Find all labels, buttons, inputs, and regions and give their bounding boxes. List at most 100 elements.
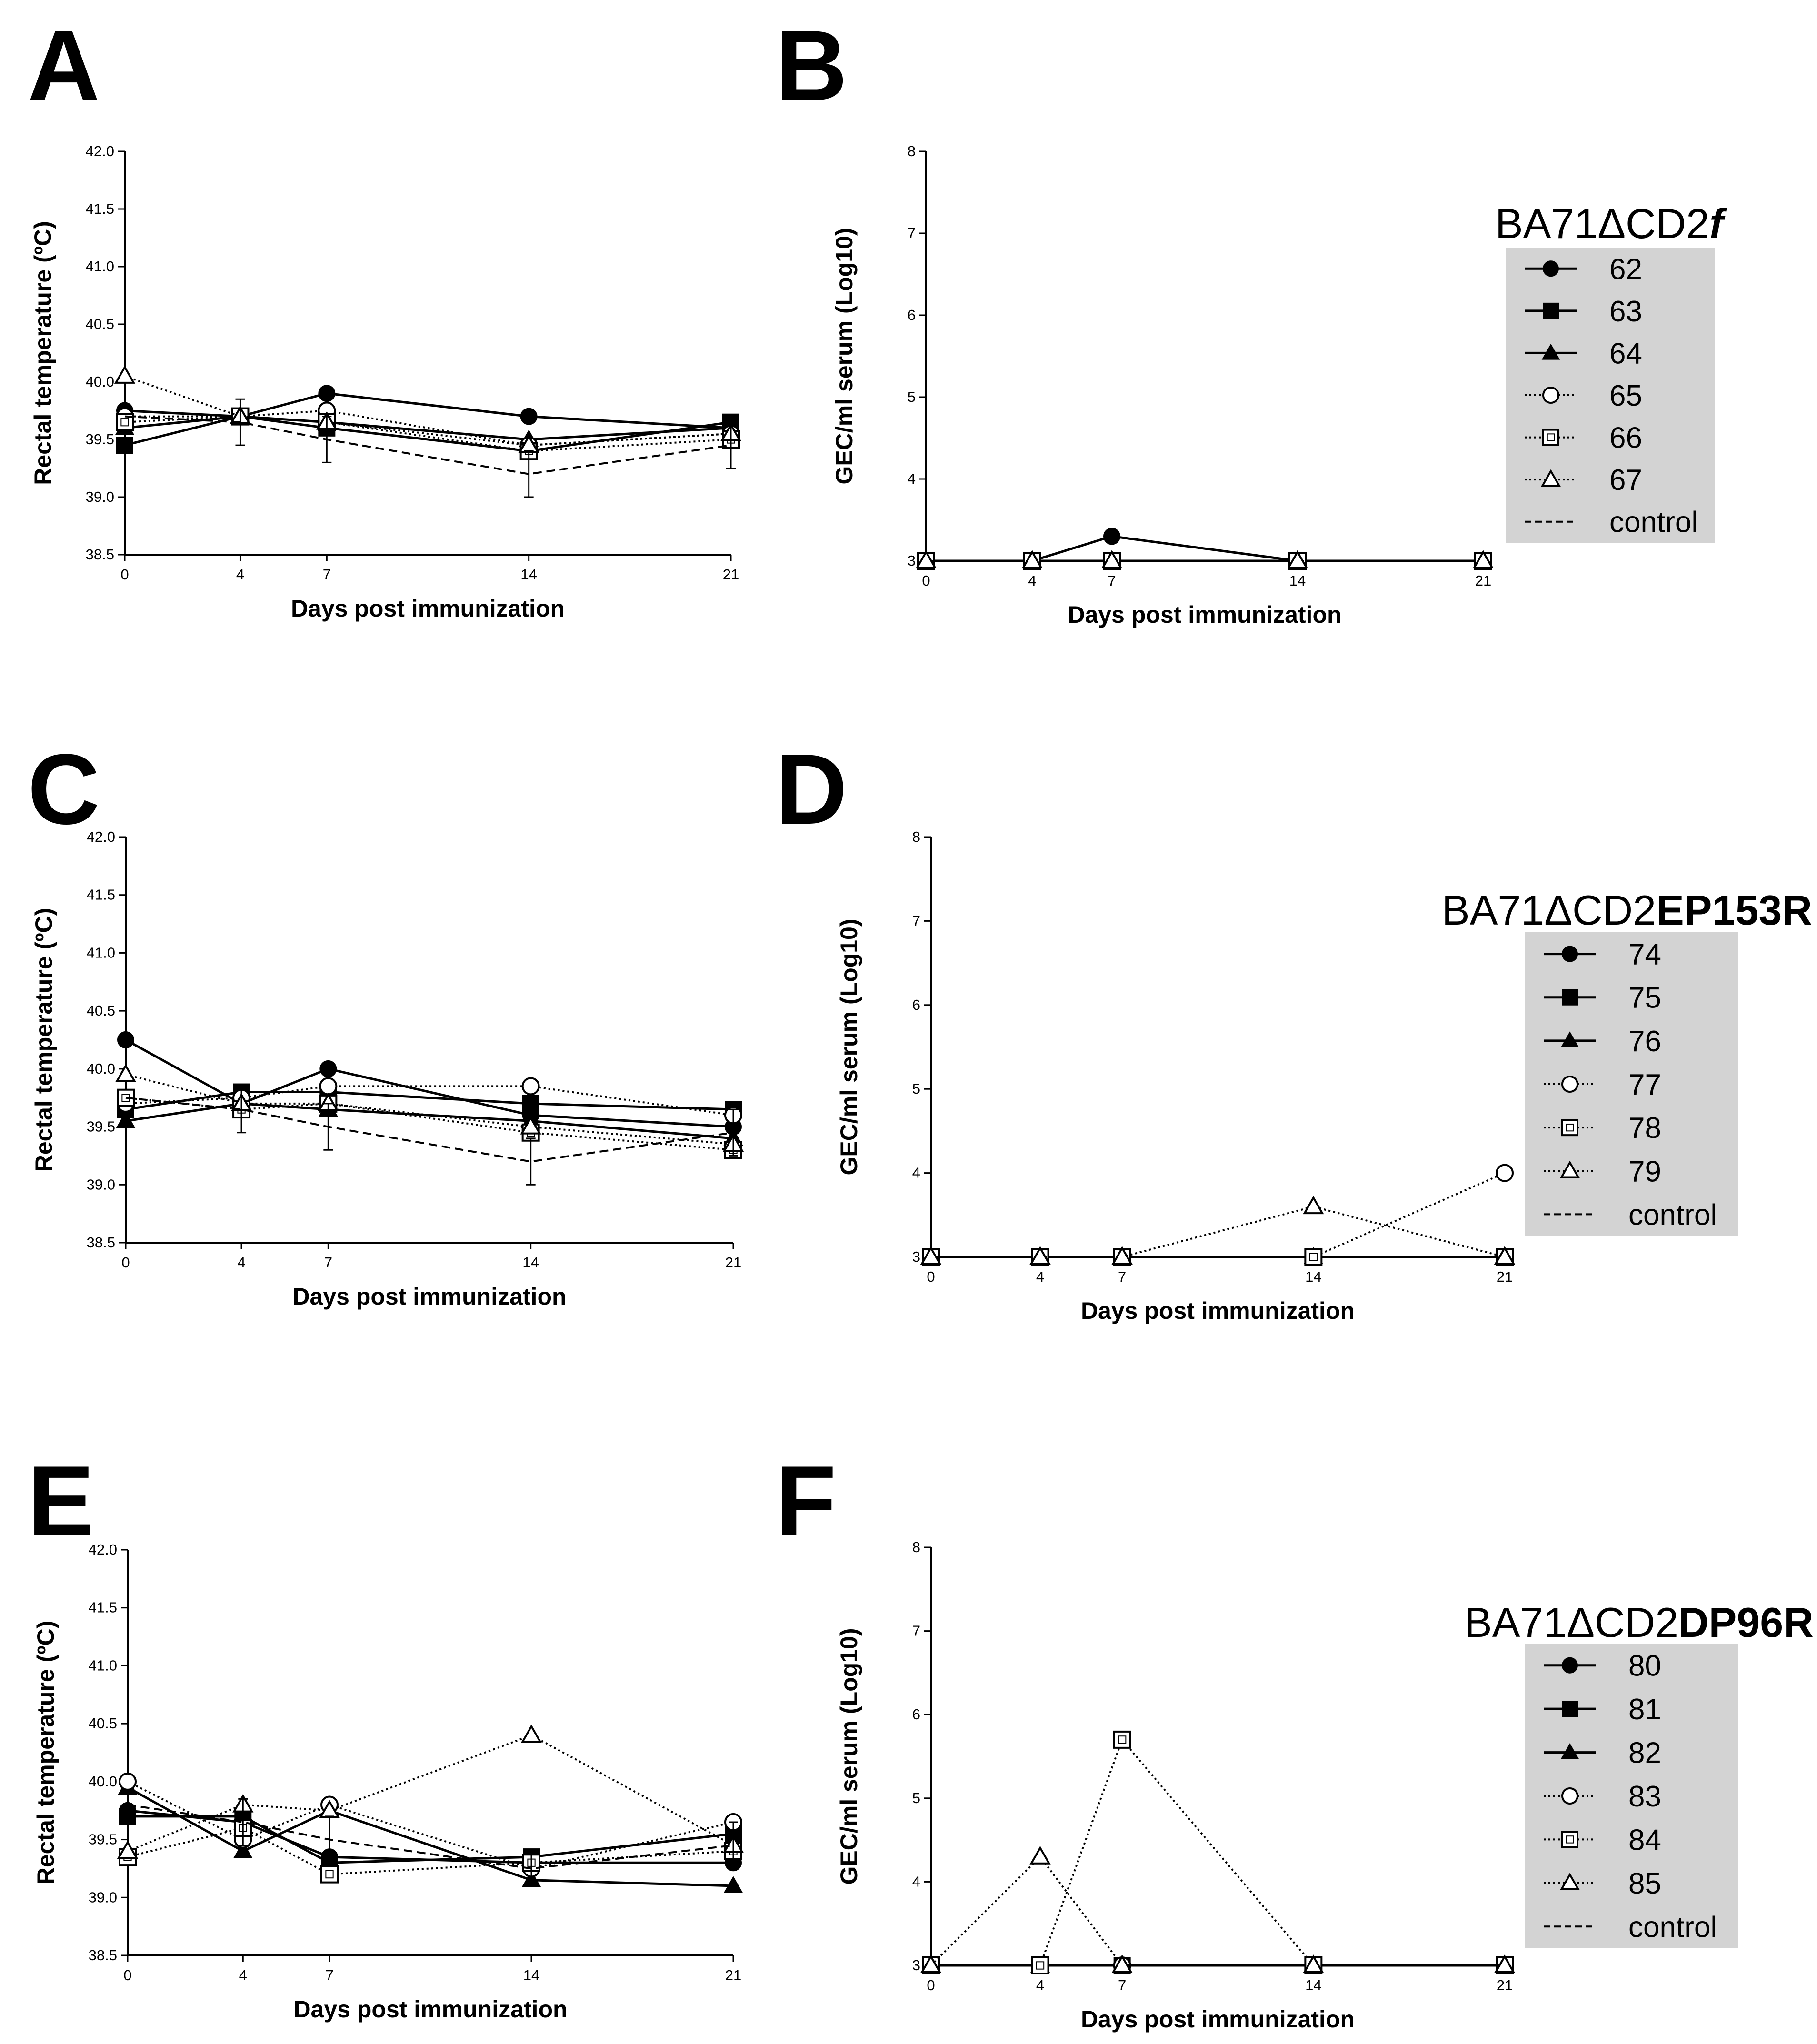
data-point-84	[1031, 1956, 1049, 1974]
x-tick-label: 4	[236, 566, 244, 583]
panel-a: A 38.5 39.0 39.5 40.0 40.5 41.0 41.5 42.0 0 4 7 14 21…	[28, 10, 742, 622]
series-75	[117, 1083, 742, 1118]
y-tick-label: 39.5	[89, 1831, 117, 1848]
legend-marker	[1562, 946, 1578, 962]
legend-title-emph: DP96R	[1678, 1599, 1814, 1646]
legend-marker	[1542, 387, 1559, 404]
series-65	[116, 401, 740, 455]
series-line-79	[931, 1206, 1505, 1258]
data-point-67	[1287, 550, 1308, 569]
panel-c: C 38.5 39.0 39.5 40.0 40.5 41.0 41.5 42.0 0 4 7 14 21…	[28, 733, 744, 1310]
series-77	[117, 1077, 742, 1125]
series-line-84	[931, 1737, 1505, 1966]
data-point-84-inner	[1118, 1735, 1127, 1744]
legend-marker	[1543, 302, 1559, 319]
x-tick-label: 4	[1036, 1268, 1044, 1285]
series-62	[918, 528, 1492, 569]
series-84	[119, 1819, 742, 1884]
series-line-77	[125, 1085, 734, 1117]
series-85	[117, 1724, 744, 1859]
legend-entry-control: control	[1628, 1911, 1717, 1944]
legend-marker	[1541, 343, 1560, 360]
x-tick-label: 14	[520, 566, 537, 583]
series-78	[117, 1088, 742, 1159]
x-tick-label: 0	[922, 572, 930, 589]
legend-entry-62: 62	[1609, 253, 1642, 286]
x-tick-label: 0	[120, 566, 129, 583]
data-point-62	[318, 385, 336, 402]
y-axis-label: GEC/ml serum (Log10)	[831, 228, 858, 485]
data-point-84	[1113, 1730, 1131, 1749]
legend-title-emph: f	[1709, 200, 1727, 247]
x-tick-label: 4	[237, 1254, 245, 1271]
legend-entry-control: control	[1609, 506, 1698, 539]
panel-letter-f: F	[775, 1445, 836, 1557]
series-77	[922, 1164, 1514, 1266]
legend-entry-67: 67	[1609, 464, 1642, 497]
legend-marker	[1559, 1160, 1580, 1178]
x-tick-label: 4	[239, 1967, 247, 1984]
y-tick-label: 41.0	[86, 258, 114, 275]
y-tick-label: 39.0	[86, 489, 114, 505]
y-tick-label: 42.0	[87, 828, 115, 845]
x-tick-label: 14	[1289, 572, 1306, 589]
data-point-79	[115, 1064, 137, 1083]
legend-title-text: BA71ΔCD2	[1464, 1599, 1678, 1646]
series-control	[125, 1085, 738, 1186]
y-tick-label: 39.0	[89, 1889, 117, 1905]
legend-entry-66: 66	[1609, 422, 1642, 455]
y-tick-label: 40.5	[87, 1002, 115, 1019]
x-tick-label: 14	[523, 1967, 539, 1984]
legend-entry-63: 63	[1609, 295, 1642, 328]
legend-marker	[1559, 1873, 1580, 1891]
legend-entry-81: 81	[1628, 1693, 1661, 1726]
data-point-67	[1101, 550, 1123, 569]
y-tick-label: 40.0	[86, 373, 114, 390]
legend-marker-inner	[1566, 1835, 1574, 1844]
y-tick-label: 7	[908, 225, 916, 241]
legend-entry-77: 77	[1628, 1068, 1661, 1101]
y-tick-label: 8	[908, 143, 916, 160]
series-line-62	[926, 535, 1483, 562]
series-line-65	[125, 409, 731, 447]
x-tick-label: 0	[927, 1268, 935, 1285]
x-axis-label: Days post immunization	[293, 1996, 567, 2023]
y-tick-label: 5	[908, 389, 916, 405]
series-line-67	[124, 375, 731, 447]
data-point-74	[319, 1060, 337, 1077]
data-point-75	[522, 1095, 539, 1112]
data-point-84-inner	[325, 1870, 334, 1879]
x-axis-label: Days post immunization	[291, 595, 565, 622]
x-tick-label: 0	[927, 1977, 935, 1994]
panel-letter-b: B	[775, 10, 848, 121]
y-tick-label: 40.0	[89, 1773, 117, 1790]
y-tick-label: 41.0	[87, 944, 115, 961]
x-tick-label: 21	[725, 1254, 741, 1271]
y-tick-label: 40.5	[86, 316, 114, 332]
legend-entry-64: 64	[1609, 337, 1642, 370]
y-tick-label: 40.0	[87, 1060, 115, 1077]
y-tick-label: 38.5	[89, 1947, 117, 1964]
data-point-85	[520, 1724, 542, 1743]
legend-marker	[1542, 429, 1559, 446]
data-point-85	[117, 1840, 139, 1859]
legend-title-emph: EP153R	[1656, 887, 1812, 934]
legend-3: BA71ΔCD2DP96R 80 81 82 83 84 85 control	[1464, 1599, 1814, 1948]
y-tick-label: 7	[912, 912, 920, 929]
series-line-control	[124, 415, 731, 475]
legend-box	[1525, 932, 1738, 1236]
series-control	[127, 1798, 738, 1887]
y-tick-label: 41.5	[87, 887, 115, 903]
y-tick-label: 4	[908, 470, 916, 487]
legend-marker	[1561, 1787, 1578, 1805]
legend-marker	[1540, 469, 1561, 487]
series-line-82	[127, 1786, 734, 1887]
series-line-78	[125, 1097, 734, 1151]
x-tick-label: 0	[121, 1254, 130, 1271]
y-axis-label: GEC/ml serum (Log10)	[836, 1628, 862, 1885]
legend-entry-84: 84	[1628, 1824, 1661, 1856]
legend-entry-76: 76	[1628, 1025, 1661, 1058]
data-point-78-inner	[1309, 1253, 1318, 1261]
series-83	[119, 1772, 742, 1878]
